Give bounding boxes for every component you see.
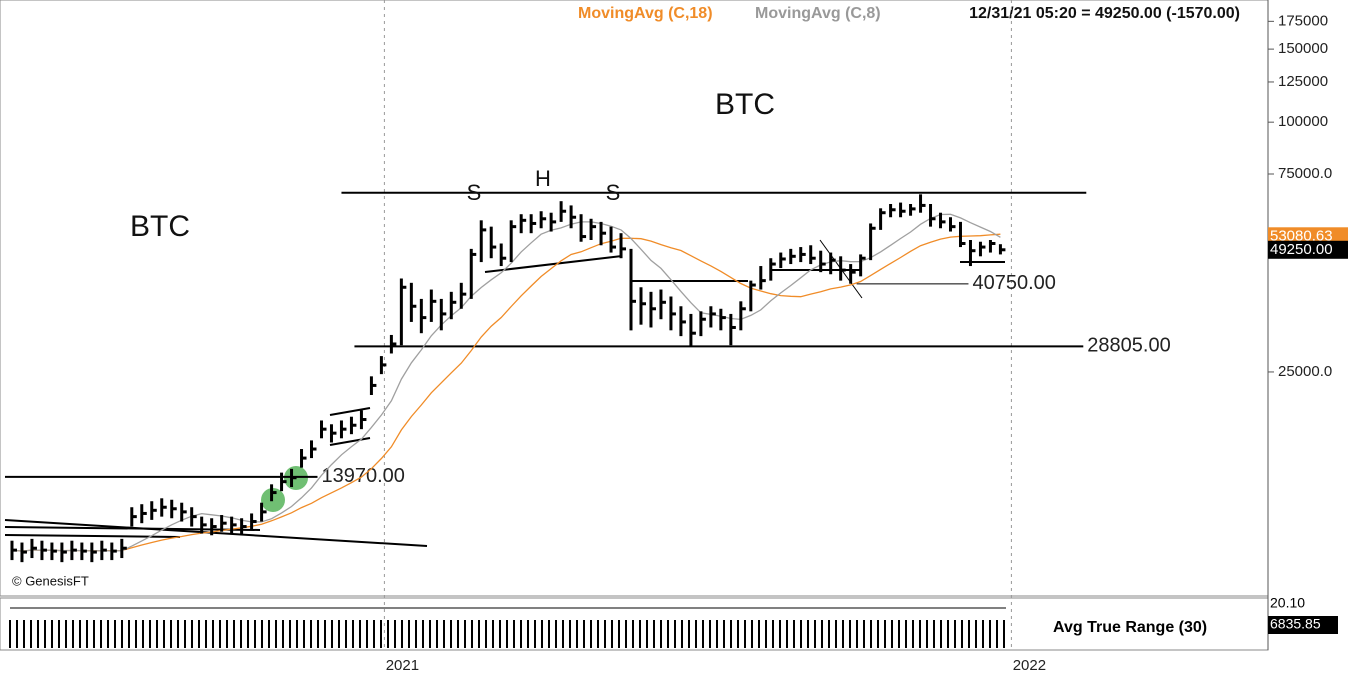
y-tick-label: 125000 [1278, 73, 1328, 90]
moving-average [11, 213, 1001, 552]
level-label: 40750.00 [972, 272, 1055, 294]
x-tick-label: 2021 [386, 657, 419, 674]
annotation: BTC [715, 88, 775, 121]
moving-average [11, 233, 1001, 552]
price-label-bg [1268, 240, 1348, 259]
y-tick-label: 175000 [1278, 12, 1328, 29]
ma-short-legend: MovingAvg (C,8) [755, 5, 881, 22]
atr-last: 6835.85 [1270, 616, 1321, 632]
atr-label-bg [1268, 616, 1338, 634]
price-label: 49250.00 [1270, 241, 1333, 258]
annotation: © GenesisFT [12, 573, 89, 588]
y-tick-label: 25000.0 [1278, 363, 1332, 380]
price-label: 53080.63 [1270, 227, 1333, 244]
level-label: 28805.00 [1087, 335, 1170, 357]
atr-scale: 20.10 [1270, 595, 1305, 611]
y-tick-label: 150000 [1278, 40, 1328, 57]
price-pane [0, 0, 1269, 597]
ma-long-legend: MovingAvg (C,18) [578, 5, 713, 22]
annotation: S [467, 180, 482, 205]
annotation: S [606, 180, 621, 205]
annotation: BTC [130, 210, 190, 243]
y-tick-label: 75000.0 [1278, 165, 1332, 182]
y-tick-label: 100000 [1278, 113, 1328, 130]
atr-name: Avg True Range (30) [1053, 619, 1207, 636]
quote: 12/31/21 05:20 = 49250.00 (-1570.00) [969, 5, 1240, 22]
annotation: H [535, 166, 551, 191]
x-tick-label: 2022 [1013, 657, 1046, 674]
